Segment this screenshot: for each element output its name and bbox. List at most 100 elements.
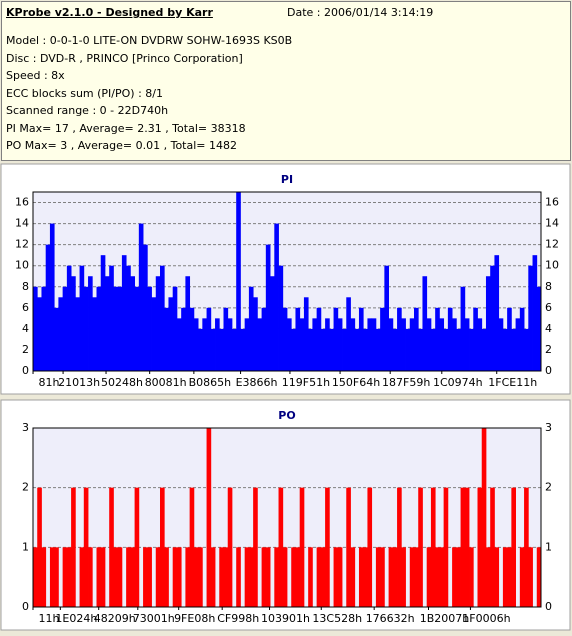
bar bbox=[49, 223, 55, 371]
bar bbox=[490, 265, 495, 371]
y-tick-label-right: 4 bbox=[545, 322, 552, 335]
bar bbox=[507, 547, 512, 607]
bar bbox=[83, 487, 89, 607]
y-tick-label-right: 2 bbox=[545, 343, 552, 356]
bar bbox=[100, 547, 106, 607]
chart-title: PO bbox=[278, 409, 295, 422]
bar bbox=[375, 328, 381, 371]
y-tick-label-right: 10 bbox=[545, 259, 559, 272]
bar bbox=[414, 547, 419, 607]
bar bbox=[121, 255, 127, 371]
bar bbox=[172, 547, 178, 607]
bar bbox=[130, 547, 135, 607]
bar bbox=[519, 547, 525, 607]
bar bbox=[117, 286, 123, 371]
bar bbox=[164, 307, 169, 371]
bar bbox=[248, 547, 254, 607]
bar bbox=[485, 547, 491, 607]
bar bbox=[469, 547, 474, 607]
bar bbox=[62, 547, 68, 607]
bar bbox=[41, 547, 47, 607]
x-tick-label: 1FCE11h bbox=[488, 376, 537, 389]
bar bbox=[308, 547, 313, 607]
bar bbox=[358, 547, 364, 607]
bar bbox=[189, 487, 195, 607]
bar bbox=[265, 244, 271, 371]
x-tick-label: 48209h bbox=[94, 612, 136, 625]
bar bbox=[282, 547, 288, 607]
bar bbox=[244, 547, 250, 607]
date: Date : 2006/01/14 3:14:19 bbox=[287, 6, 434, 19]
bar bbox=[430, 328, 436, 371]
bar bbox=[426, 547, 432, 607]
y-tick-label-right: 14 bbox=[545, 217, 559, 230]
y-tick-label: 0 bbox=[22, 600, 29, 613]
bar bbox=[240, 328, 246, 371]
x-tick-label: 80081h bbox=[145, 376, 187, 389]
bar bbox=[485, 276, 491, 371]
bar bbox=[392, 328, 398, 371]
bar bbox=[498, 318, 504, 371]
bar bbox=[253, 297, 258, 371]
y-tick-label-right: 16 bbox=[545, 196, 559, 209]
bar bbox=[143, 547, 148, 607]
bar bbox=[172, 286, 178, 371]
bar bbox=[291, 328, 296, 371]
bar bbox=[253, 487, 258, 607]
bar bbox=[422, 276, 428, 371]
bar bbox=[346, 487, 351, 607]
bar bbox=[37, 297, 42, 371]
y-tick-label: 16 bbox=[15, 196, 29, 209]
y-tick-label: 3 bbox=[22, 421, 29, 434]
bar bbox=[155, 276, 161, 371]
bar bbox=[320, 328, 326, 371]
bar bbox=[418, 487, 423, 607]
x-tick-label: 81h bbox=[39, 376, 60, 389]
bar bbox=[198, 547, 203, 607]
info-line: PI Max= 17 , Average= 2.31 , Total= 3831… bbox=[6, 121, 246, 135]
bar bbox=[363, 547, 368, 607]
bar bbox=[447, 307, 453, 371]
x-tick-label: 50248h bbox=[101, 376, 143, 389]
x-tick-label: 103901h bbox=[261, 612, 310, 625]
bar bbox=[92, 297, 97, 371]
bar bbox=[88, 276, 93, 371]
bar bbox=[337, 318, 343, 371]
bar bbox=[206, 428, 212, 607]
bar bbox=[443, 328, 449, 371]
bar bbox=[189, 307, 195, 371]
bar bbox=[155, 547, 161, 607]
bar bbox=[181, 307, 186, 371]
bar bbox=[278, 265, 284, 371]
x-tick-label: 1E024h bbox=[55, 612, 97, 625]
bar bbox=[367, 487, 373, 607]
bar bbox=[414, 307, 419, 371]
bar bbox=[71, 487, 76, 607]
bar bbox=[435, 307, 440, 371]
info-line: Disc : DVD-R , PRINCO [Princo Corporatio… bbox=[6, 51, 243, 65]
bar bbox=[477, 487, 483, 607]
bar bbox=[477, 318, 483, 371]
bar bbox=[397, 487, 402, 607]
bar bbox=[193, 547, 199, 607]
bar bbox=[363, 328, 368, 371]
bar bbox=[325, 487, 330, 607]
bar bbox=[62, 286, 68, 371]
y-tick-label-right: 8 bbox=[545, 280, 552, 293]
bar bbox=[278, 487, 284, 607]
bar bbox=[452, 318, 457, 371]
y-tick-label-right: 0 bbox=[545, 600, 552, 613]
bar bbox=[524, 328, 529, 371]
bar bbox=[502, 547, 508, 607]
bar bbox=[49, 547, 55, 607]
x-tick-label: 1C0974h bbox=[433, 376, 483, 389]
bar bbox=[83, 286, 89, 371]
bar bbox=[299, 318, 305, 371]
bar bbox=[227, 318, 233, 371]
bar bbox=[380, 307, 385, 371]
bar bbox=[248, 286, 254, 371]
bar bbox=[265, 547, 271, 607]
bar bbox=[109, 265, 114, 371]
bar bbox=[528, 265, 533, 371]
